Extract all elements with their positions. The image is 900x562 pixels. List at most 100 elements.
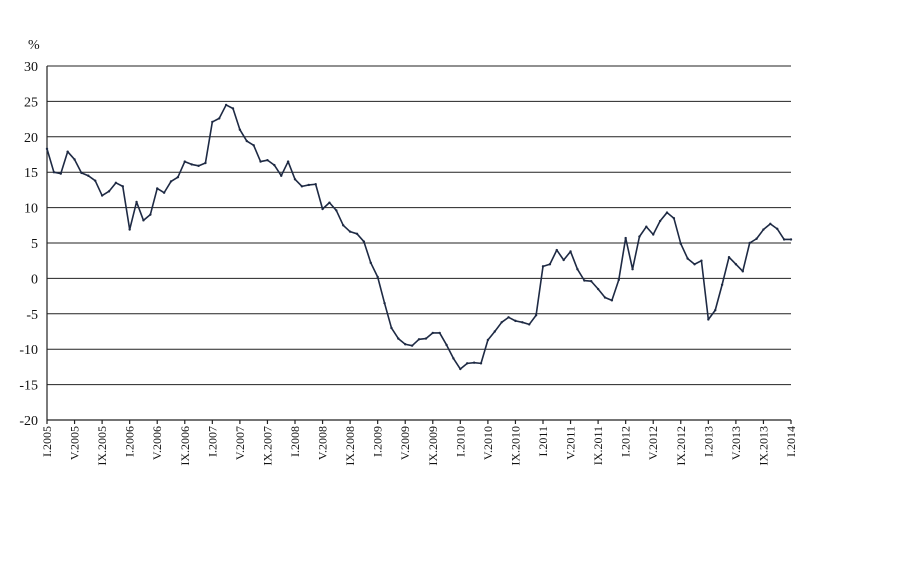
x-tick-label: V.2007 [233, 426, 247, 460]
gridlines [47, 65, 791, 421]
data-point [410, 344, 414, 347]
x-tick-label: IX.2007 [260, 426, 274, 466]
data-point [397, 337, 400, 340]
x-tick-label: IX.2006 [178, 426, 192, 466]
data-point [789, 238, 793, 241]
data-point [445, 343, 448, 347]
x-tick-label: IX.2013 [756, 426, 770, 466]
x-tick-label: V.2008 [316, 426, 330, 460]
data-point [245, 139, 248, 143]
data-point [755, 237, 758, 240]
data-point [727, 255, 731, 259]
data-point [107, 190, 111, 193]
data-point [720, 283, 724, 286]
data-point [59, 172, 62, 175]
data-point [714, 309, 717, 312]
data-point [128, 228, 131, 231]
data-point [534, 314, 538, 317]
data-point [734, 263, 738, 266]
data-point [114, 181, 118, 185]
x-tick-label: I.2006 [123, 426, 137, 457]
data-point [280, 174, 283, 177]
x-tick-label: IX.2011 [591, 426, 605, 465]
data-point [204, 161, 207, 165]
data-point [507, 316, 510, 319]
y-tick-labels: 30 25 20 15 10 5 0 -5 -10 -15 -20 [19, 60, 38, 429]
x-tick-label: I.2013 [701, 426, 715, 457]
data-point [521, 321, 524, 324]
data-point [390, 326, 393, 330]
data-point [348, 230, 352, 233]
x-tick-label: IX.2009 [426, 426, 440, 466]
data-point [782, 238, 786, 241]
data-point [376, 275, 379, 279]
data-point [335, 209, 338, 212]
x-tick-label: IX.2010 [508, 426, 522, 466]
axes [46, 66, 791, 421]
data-point [741, 270, 744, 273]
data-point [273, 163, 276, 167]
data-point [142, 219, 145, 222]
data-point [652, 233, 655, 236]
data-point [293, 178, 297, 181]
data-point [342, 224, 345, 227]
x-tick-label: IX.2008 [343, 426, 357, 466]
data-point [700, 259, 703, 262]
data-point [176, 175, 180, 179]
data-point [452, 357, 455, 360]
data-point [417, 338, 421, 341]
data-point [259, 160, 262, 163]
x-tick-labels: I.2005 V.2005 IX.2005 I.2006 V.2006 IX.2006 I.… [40, 420, 798, 466]
data-point [762, 228, 765, 231]
x-tick-label: V.2011 [564, 426, 578, 460]
data-point [135, 200, 138, 204]
data-point [286, 160, 290, 163]
data-point [603, 296, 607, 299]
data-point [362, 240, 366, 243]
data-point [73, 158, 76, 161]
data-point [369, 261, 372, 265]
data-point [776, 227, 779, 231]
data-point [328, 201, 331, 204]
data-point [590, 280, 593, 283]
data-point [183, 160, 186, 163]
data-points [45, 103, 793, 371]
data-point [686, 257, 689, 260]
data-point [466, 362, 469, 365]
x-tick-label: I.2014 [784, 426, 798, 457]
data-point [596, 287, 600, 291]
x-tick-label: I.2012 [619, 426, 633, 457]
x-tick-label: V.2009 [398, 426, 412, 460]
data-point [383, 301, 386, 305]
data-point [224, 103, 228, 107]
data-point [100, 194, 104, 197]
data-point [94, 179, 97, 182]
x-tick-label: I.2007 [205, 426, 219, 457]
data-point [52, 171, 56, 174]
data-point [314, 183, 317, 186]
series-line [46, 104, 792, 370]
y-tick-label: 25 [24, 95, 38, 110]
data-point [748, 241, 751, 245]
data-point [583, 279, 586, 282]
data-point [679, 242, 682, 245]
data-point [645, 225, 648, 228]
x-tick-label: V.2013 [729, 426, 743, 460]
data-point [190, 163, 193, 166]
data-point [555, 248, 558, 252]
data-point [300, 185, 304, 188]
data-point [638, 235, 641, 238]
data-point [197, 164, 200, 168]
data-point [493, 330, 496, 333]
data-point [424, 337, 428, 340]
data-point [80, 171, 83, 175]
x-tick-label: I.2008 [288, 426, 302, 457]
data-point [707, 318, 710, 321]
data-point [321, 207, 324, 211]
y-axis-unit-label: % [28, 38, 40, 53]
data-point [156, 187, 159, 190]
data-point [617, 278, 620, 282]
data-point [631, 268, 634, 271]
y-tick-label: -5 [26, 308, 38, 323]
x-tick-label: IX.2005 [95, 426, 109, 466]
